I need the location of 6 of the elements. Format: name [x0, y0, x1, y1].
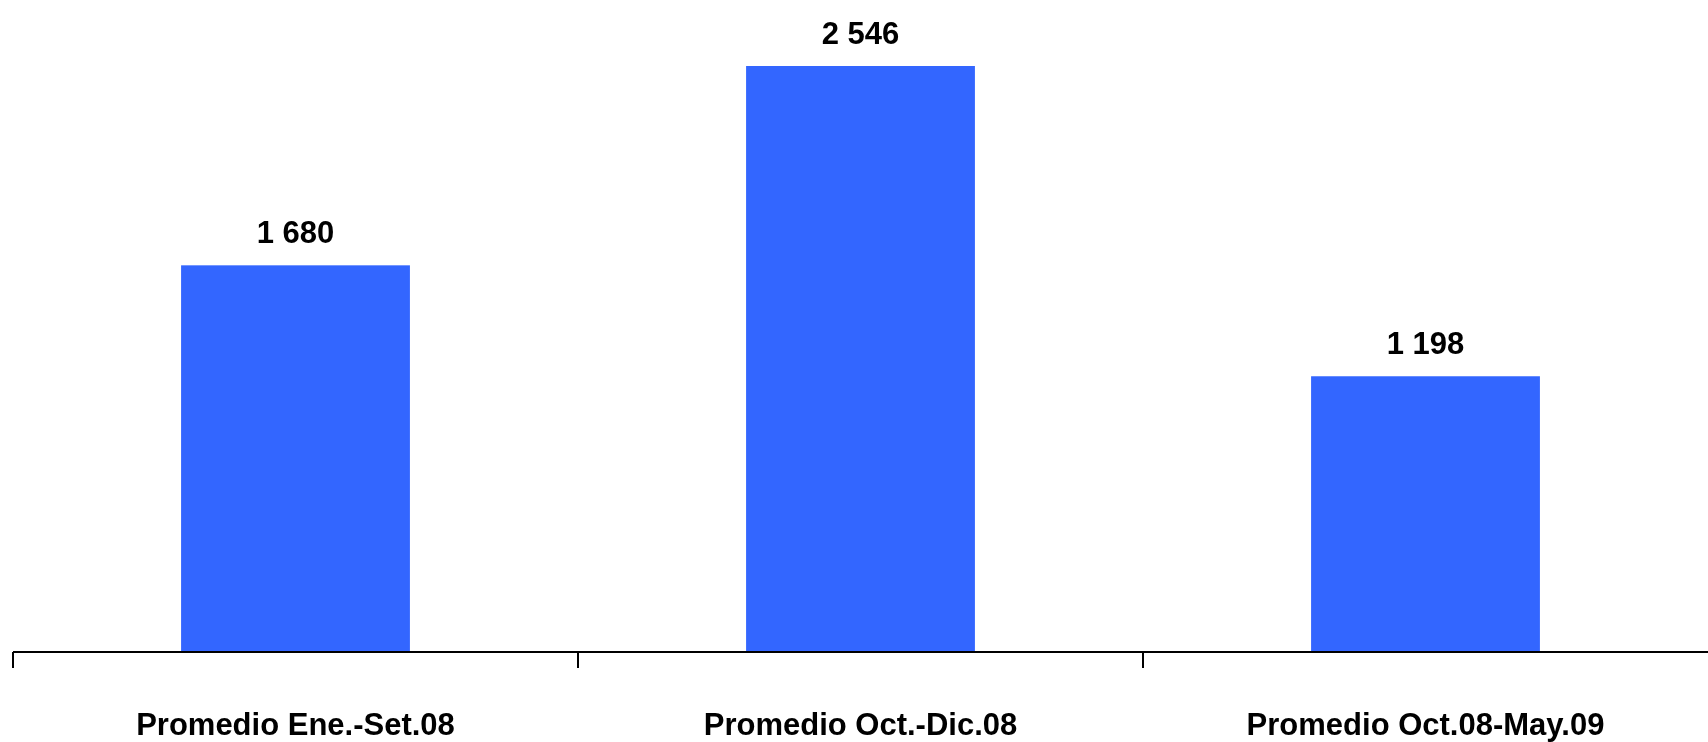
x-tick-label: Promedio Oct.-Dic.08: [703, 707, 1018, 742]
data-label: 1 680: [256, 215, 335, 251]
x-tick-label: Promedio Ene.-Set.08: [136, 707, 455, 742]
x-tick-label: Promedio Oct.08-May.09: [1246, 707, 1605, 742]
data-label: 1 198: [1386, 326, 1465, 362]
data-label: 2 546: [821, 16, 900, 51]
